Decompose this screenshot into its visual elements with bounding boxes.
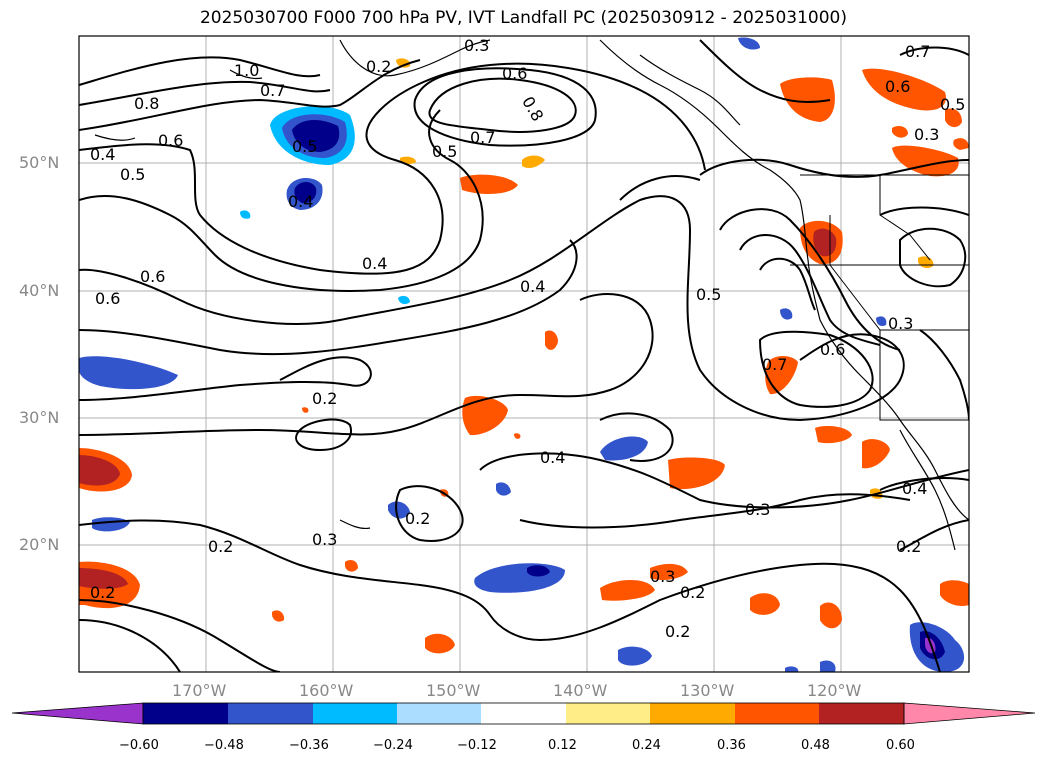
contour-label: 0.2: [312, 389, 337, 408]
contour-label: 0.5: [432, 142, 457, 161]
contour-label: 0.2: [665, 622, 690, 641]
contour-label: 0.6: [885, 77, 910, 96]
contour-label: 0.4: [362, 254, 387, 273]
contour-label: 0.3: [888, 314, 913, 333]
lon-label-170w: 170°W: [172, 681, 227, 700]
colorbar-swatch: [735, 703, 819, 724]
contour-label: 0.5: [292, 137, 317, 156]
contour-label: 0.7: [762, 355, 787, 374]
contour-label: 0.5: [696, 285, 721, 304]
contour-label: 0.2: [680, 583, 705, 602]
lat-label-20n: 20°N: [19, 535, 60, 554]
contour-label: 0.6: [502, 64, 527, 83]
colorbar-outline: [142, 702, 905, 725]
colorbar-tick: 0.60: [886, 738, 915, 753]
contour-label: 0.2: [90, 583, 115, 602]
contour-label: 0.3: [312, 530, 337, 549]
colorbar-swatch: [819, 703, 904, 724]
negative-anomaly-blobs: [79, 37, 965, 672]
colorbar-tick: 0.48: [801, 738, 830, 753]
colorbar-tick: 0.12: [548, 738, 577, 753]
lon-label-120w: 120°W: [807, 681, 862, 700]
colorbar-swatch: [397, 703, 481, 724]
contour-label: 0.7: [905, 42, 930, 61]
contour-label: 1.0: [234, 61, 259, 80]
lon-label-160w: 160°W: [299, 681, 354, 700]
contour-label: 0.4: [520, 277, 545, 296]
contour-label: 0.3: [745, 500, 770, 519]
lat-label-30n: 30°N: [19, 408, 60, 427]
lon-label-140w: 140°W: [553, 681, 608, 700]
colorbar-tick: −0.36: [289, 738, 329, 753]
lat-label-50n: 50°N: [19, 153, 60, 172]
borders: [790, 174, 969, 421]
colorbar-swatch: [143, 703, 228, 724]
colorbar-swatch: [566, 703, 650, 724]
contour-label: 0.4: [288, 192, 313, 211]
contour-label: 0.2: [896, 537, 921, 556]
colorbar-swatch: [228, 703, 313, 724]
map-frame: [78, 35, 970, 673]
colorbar-tick: 0.36: [717, 738, 746, 753]
colorbar-tick: 0.24: [632, 738, 661, 753]
coastlines: [94, 39, 969, 551]
positive-anomaly-blobs: [79, 58, 969, 654]
contour-label: 0.7: [470, 128, 495, 147]
contour-label: 0.5: [940, 95, 965, 114]
contour-label: 0.8: [134, 94, 159, 113]
map-title: 2025030700 F000 700 hPa PV, IVT Landfall…: [199, 8, 847, 28]
colorbar-swatch: [481, 703, 566, 724]
contour-label: 0.3: [914, 125, 939, 144]
colorbar-extend-high: [903, 702, 1036, 725]
colorbar: [11, 702, 1036, 725]
contour-label: 0.6: [140, 267, 165, 286]
lon-label-150w: 150°W: [426, 681, 481, 700]
contour-label: 0.4: [902, 479, 927, 498]
lon-label-130w: 130°W: [680, 681, 735, 700]
contour-label: 0.6: [820, 340, 845, 359]
contour-labels: 0.3 0.6 0.8 0.7 0.5 1.0 0.7 0.2 0.8 0.6 …: [90, 36, 965, 641]
colorbar-tick: −0.60: [119, 738, 159, 753]
colorbar-tick: −0.24: [373, 738, 413, 753]
contour-label: 0.5: [120, 165, 145, 184]
contour-label: 0.2: [366, 57, 391, 76]
contour-label: 0.3: [650, 567, 675, 586]
contour-label: 0.2: [208, 537, 233, 556]
colorbar-swatch: [313, 703, 397, 724]
colorbar-tick: −0.48: [204, 738, 244, 753]
contour-label: 0.2: [405, 509, 430, 528]
contour-label: 0.4: [540, 448, 565, 467]
pv-contours: [79, 39, 969, 672]
contour-label: 0.7: [260, 81, 285, 100]
colorbar-tick: −0.12: [457, 738, 497, 753]
contour-label: 0.6: [95, 289, 120, 308]
lat-label-40n: 40°N: [19, 281, 60, 300]
colorbar-swatch: [650, 703, 735, 724]
colorbar-extend-low: [11, 702, 144, 725]
contour-label: 0.4: [90, 145, 115, 164]
contour-label: 0.3: [464, 36, 489, 55]
contour-label: 0.6: [158, 131, 183, 150]
